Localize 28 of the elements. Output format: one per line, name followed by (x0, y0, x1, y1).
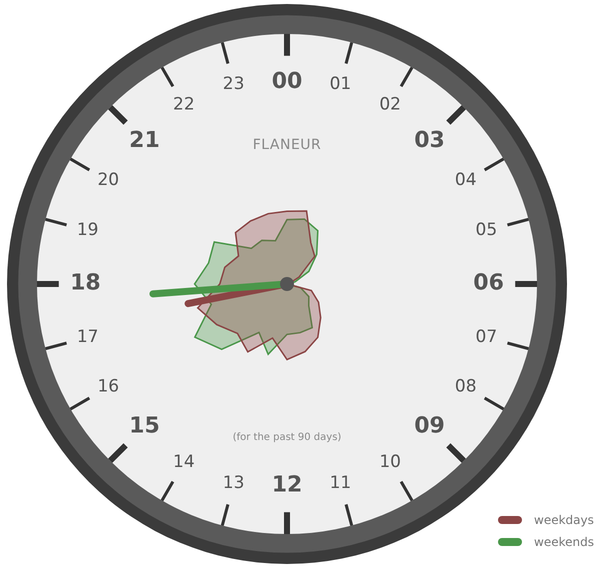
legend-label: weekends (534, 535, 594, 549)
spoke-label: 10 (379, 452, 401, 472)
spoke-label: 23 (222, 74, 244, 94)
spoke-label: 12 (272, 472, 302, 498)
spoke-label: 08 (454, 376, 477, 397)
legend-label: weekdays (534, 513, 594, 527)
spoke-label: 06 (473, 270, 504, 296)
spoke-label: 07 (476, 326, 498, 347)
text: (for the past 90 days) (232, 432, 342, 443)
spoke-label: 11 (330, 472, 352, 493)
spoke-label: 02 (379, 94, 401, 115)
spoke-label: 16 (97, 376, 120, 397)
spoke-label: 20 (97, 170, 120, 190)
spoke-label: 01 (330, 74, 352, 94)
spoke-label: 21 (129, 128, 160, 154)
spoke-label: 05 (476, 220, 498, 240)
spoke-label: 14 (173, 452, 195, 472)
spoke-label: 19 (76, 220, 98, 240)
spoke-label: 03 (414, 128, 445, 154)
spoke-label: 00 (272, 69, 302, 94)
spoke-label: 15 (129, 413, 160, 438)
spoke-label: 18 (70, 270, 101, 296)
spoke-label: 13 (222, 472, 244, 493)
spoke-label: 04 (454, 170, 477, 190)
spoke-label: 09 (414, 413, 445, 438)
text: FLANEUR (252, 137, 322, 153)
spoke-label: 17 (76, 326, 98, 347)
spoke-label: 22 (173, 94, 195, 115)
